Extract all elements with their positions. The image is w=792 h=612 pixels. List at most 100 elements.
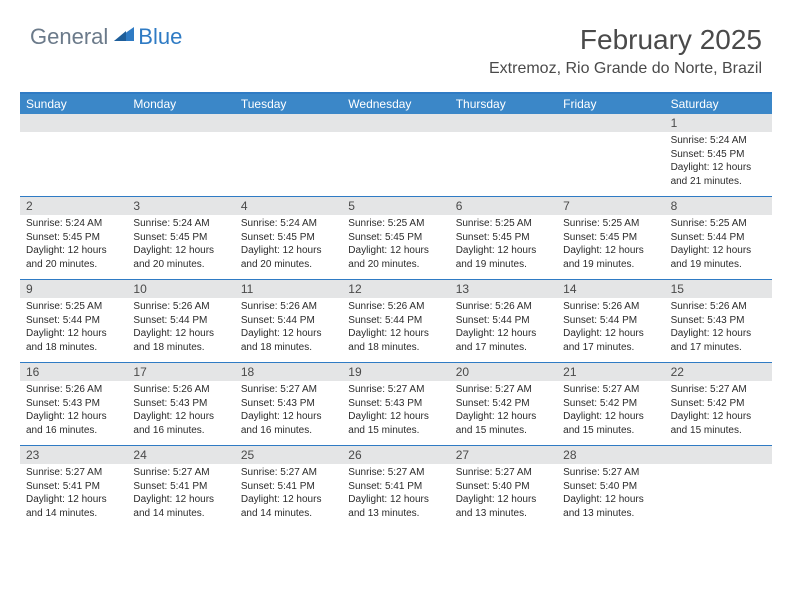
day-details: Sunrise: 5:27 AMSunset: 5:41 PMDaylight:… — [235, 464, 342, 520]
day-number — [557, 114, 664, 132]
day-number: 24 — [127, 446, 234, 464]
day-number — [235, 114, 342, 132]
day-number: 9 — [20, 280, 127, 298]
location-subtitle: Extremoz, Rio Grande do Norte, Brazil — [489, 60, 762, 78]
day-number: 7 — [557, 197, 664, 215]
day-details: Sunrise: 5:26 AMSunset: 5:44 PMDaylight:… — [342, 298, 449, 354]
calendar-day-cell: 19Sunrise: 5:27 AMSunset: 5:43 PMDayligh… — [342, 363, 449, 445]
calendar-day-cell: 1Sunrise: 5:24 AMSunset: 5:45 PMDaylight… — [665, 114, 772, 196]
calendar-day-cell: 4Sunrise: 5:24 AMSunset: 5:45 PMDaylight… — [235, 197, 342, 279]
day-number: 12 — [342, 280, 449, 298]
brand-logo: General Blue — [30, 24, 182, 50]
day-details: Sunrise: 5:25 AMSunset: 5:45 PMDaylight:… — [557, 215, 664, 271]
calendar-day-cell: 12Sunrise: 5:26 AMSunset: 5:44 PMDayligh… — [342, 280, 449, 362]
day-details: Sunrise: 5:27 AMSunset: 5:41 PMDaylight:… — [342, 464, 449, 520]
calendar-day-cell: 16Sunrise: 5:26 AMSunset: 5:43 PMDayligh… — [20, 363, 127, 445]
day-number: 2 — [20, 197, 127, 215]
day-number: 5 — [342, 197, 449, 215]
day-details: Sunrise: 5:24 AMSunset: 5:45 PMDaylight:… — [127, 215, 234, 271]
day-number: 4 — [235, 197, 342, 215]
calendar-day-cell: 24Sunrise: 5:27 AMSunset: 5:41 PMDayligh… — [127, 446, 234, 528]
calendar-day-cell: 25Sunrise: 5:27 AMSunset: 5:41 PMDayligh… — [235, 446, 342, 528]
day-number — [450, 114, 557, 132]
calendar-empty-cell — [665, 446, 772, 528]
day-number: 16 — [20, 363, 127, 381]
calendar: SundayMondayTuesdayWednesdayThursdayFrid… — [20, 92, 772, 528]
calendar-day-cell: 18Sunrise: 5:27 AMSunset: 5:43 PMDayligh… — [235, 363, 342, 445]
day-number: 27 — [450, 446, 557, 464]
day-details: Sunrise: 5:27 AMSunset: 5:42 PMDaylight:… — [557, 381, 664, 437]
calendar-day-cell: 21Sunrise: 5:27 AMSunset: 5:42 PMDayligh… — [557, 363, 664, 445]
calendar-empty-cell — [557, 114, 664, 196]
day-number: 19 — [342, 363, 449, 381]
header: General Blue February 2025 Extremoz, Rio… — [0, 0, 792, 86]
title-block: February 2025 Extremoz, Rio Grande do No… — [489, 24, 762, 78]
day-number: 15 — [665, 280, 772, 298]
weekday-header: Wednesday — [342, 94, 449, 114]
day-details: Sunrise: 5:25 AMSunset: 5:44 PMDaylight:… — [20, 298, 127, 354]
day-number: 21 — [557, 363, 664, 381]
day-number: 25 — [235, 446, 342, 464]
calendar-day-cell: 10Sunrise: 5:26 AMSunset: 5:44 PMDayligh… — [127, 280, 234, 362]
day-number — [127, 114, 234, 132]
day-details: Sunrise: 5:27 AMSunset: 5:41 PMDaylight:… — [20, 464, 127, 520]
day-details: Sunrise: 5:27 AMSunset: 5:42 PMDaylight:… — [665, 381, 772, 437]
brand-part1: General — [30, 24, 108, 50]
day-details: Sunrise: 5:25 AMSunset: 5:45 PMDaylight:… — [342, 215, 449, 271]
calendar-day-cell: 6Sunrise: 5:25 AMSunset: 5:45 PMDaylight… — [450, 197, 557, 279]
day-details: Sunrise: 5:27 AMSunset: 5:42 PMDaylight:… — [450, 381, 557, 437]
day-number: 3 — [127, 197, 234, 215]
day-details: Sunrise: 5:27 AMSunset: 5:40 PMDaylight:… — [557, 464, 664, 520]
day-number: 23 — [20, 446, 127, 464]
day-number: 8 — [665, 197, 772, 215]
day-details: Sunrise: 5:26 AMSunset: 5:44 PMDaylight:… — [235, 298, 342, 354]
calendar-day-cell: 17Sunrise: 5:26 AMSunset: 5:43 PMDayligh… — [127, 363, 234, 445]
calendar-empty-cell — [127, 114, 234, 196]
weekday-header: Monday — [127, 94, 234, 114]
day-number: 13 — [450, 280, 557, 298]
day-number: 22 — [665, 363, 772, 381]
calendar-week-row: 2Sunrise: 5:24 AMSunset: 5:45 PMDaylight… — [20, 196, 772, 279]
calendar-day-cell: 15Sunrise: 5:26 AMSunset: 5:43 PMDayligh… — [665, 280, 772, 362]
weekday-header-row: SundayMondayTuesdayWednesdayThursdayFrid… — [20, 94, 772, 114]
day-number: 18 — [235, 363, 342, 381]
day-number: 10 — [127, 280, 234, 298]
calendar-day-cell: 5Sunrise: 5:25 AMSunset: 5:45 PMDaylight… — [342, 197, 449, 279]
day-details: Sunrise: 5:25 AMSunset: 5:44 PMDaylight:… — [665, 215, 772, 271]
day-details: Sunrise: 5:27 AMSunset: 5:43 PMDaylight:… — [342, 381, 449, 437]
weekday-header: Friday — [557, 94, 664, 114]
calendar-day-cell: 7Sunrise: 5:25 AMSunset: 5:45 PMDaylight… — [557, 197, 664, 279]
weekday-header: Tuesday — [235, 94, 342, 114]
day-details: Sunrise: 5:26 AMSunset: 5:43 PMDaylight:… — [665, 298, 772, 354]
calendar-empty-cell — [20, 114, 127, 196]
day-details: Sunrise: 5:24 AMSunset: 5:45 PMDaylight:… — [235, 215, 342, 271]
calendar-empty-cell — [235, 114, 342, 196]
day-details: Sunrise: 5:27 AMSunset: 5:41 PMDaylight:… — [127, 464, 234, 520]
day-details: Sunrise: 5:27 AMSunset: 5:40 PMDaylight:… — [450, 464, 557, 520]
calendar-week-row: 16Sunrise: 5:26 AMSunset: 5:43 PMDayligh… — [20, 362, 772, 445]
day-number: 6 — [450, 197, 557, 215]
weekday-header: Thursday — [450, 94, 557, 114]
day-details: Sunrise: 5:24 AMSunset: 5:45 PMDaylight:… — [20, 215, 127, 271]
month-title: February 2025 — [489, 24, 762, 56]
calendar-day-cell: 26Sunrise: 5:27 AMSunset: 5:41 PMDayligh… — [342, 446, 449, 528]
day-details: Sunrise: 5:25 AMSunset: 5:45 PMDaylight:… — [450, 215, 557, 271]
calendar-day-cell: 23Sunrise: 5:27 AMSunset: 5:41 PMDayligh… — [20, 446, 127, 528]
day-number: 28 — [557, 446, 664, 464]
calendar-day-cell: 11Sunrise: 5:26 AMSunset: 5:44 PMDayligh… — [235, 280, 342, 362]
calendar-day-cell: 22Sunrise: 5:27 AMSunset: 5:42 PMDayligh… — [665, 363, 772, 445]
weekday-header: Saturday — [665, 94, 772, 114]
calendar-empty-cell — [342, 114, 449, 196]
calendar-week-row: 1Sunrise: 5:24 AMSunset: 5:45 PMDaylight… — [20, 114, 772, 196]
calendar-week-row: 9Sunrise: 5:25 AMSunset: 5:44 PMDaylight… — [20, 279, 772, 362]
calendar-day-cell: 27Sunrise: 5:27 AMSunset: 5:40 PMDayligh… — [450, 446, 557, 528]
day-number — [20, 114, 127, 132]
day-number: 26 — [342, 446, 449, 464]
calendar-day-cell: 28Sunrise: 5:27 AMSunset: 5:40 PMDayligh… — [557, 446, 664, 528]
calendar-week-row: 23Sunrise: 5:27 AMSunset: 5:41 PMDayligh… — [20, 445, 772, 528]
day-number: 14 — [557, 280, 664, 298]
calendar-day-cell: 2Sunrise: 5:24 AMSunset: 5:45 PMDaylight… — [20, 197, 127, 279]
day-details: Sunrise: 5:26 AMSunset: 5:43 PMDaylight:… — [127, 381, 234, 437]
day-number: 1 — [665, 114, 772, 132]
day-number: 20 — [450, 363, 557, 381]
